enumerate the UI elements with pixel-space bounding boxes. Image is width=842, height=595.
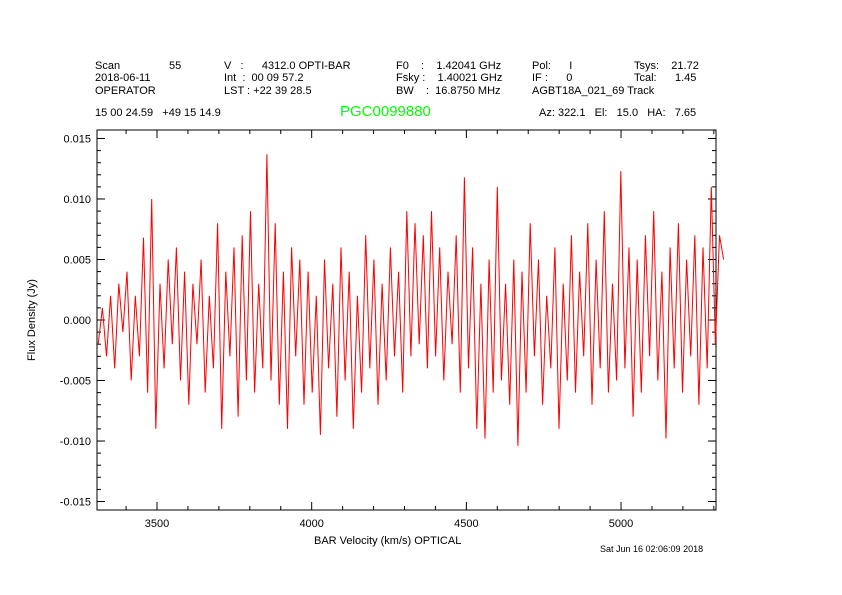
plot-timestamp: Sat Jun 16 02:06:09 2018 xyxy=(600,544,704,554)
az-el-ha: Az: 322.1 El: 15.0 HA: 7.65 xyxy=(539,107,697,119)
x-axis-label: BAR Velocity (km/s) OPTICAL xyxy=(314,535,462,547)
integration-time: Int : 00 09 57.2 xyxy=(224,72,304,84)
velocity: V : 4312.0 OPTI-BAR xyxy=(224,60,351,72)
y-tick-label: 0.005 xyxy=(63,254,91,266)
polarization: Pol: I xyxy=(532,60,573,72)
x-tick-label: 4000 xyxy=(299,518,323,530)
project-id: AGBT18A_021_69 Track xyxy=(532,85,655,97)
y-tick-label: 0.015 xyxy=(63,133,91,145)
observer: OPERATOR xyxy=(95,85,156,97)
rest-frequency: F0 : 1.42041 GHz xyxy=(396,60,502,72)
obs-date: 2018-06-11 xyxy=(95,72,151,84)
scan-label: Scan xyxy=(95,60,121,72)
x-tick-label: 5000 xyxy=(609,518,633,530)
source-coordinates: 15 00 24.59 +49 15 14.9 xyxy=(95,107,221,119)
spectrum-line xyxy=(97,154,725,446)
if-number: IF : 0 xyxy=(532,72,573,84)
x-tick-label: 4500 xyxy=(454,518,478,530)
plot-frame xyxy=(96,129,717,511)
lst: LST : +22 39 28.5 xyxy=(224,85,312,97)
source-name: PGC0099880 xyxy=(340,103,431,120)
sky-frequency: Fsky : 1.40021 GHz xyxy=(396,72,503,84)
tcal: Tcal: 1.45 xyxy=(634,72,697,84)
y-tick-label: 0.010 xyxy=(63,194,91,206)
y-tick-label: 0.000 xyxy=(63,315,91,327)
bandwidth: BW : 16.8750 MHz xyxy=(396,85,501,97)
x-tick-label: 3500 xyxy=(145,518,169,530)
y-tick-label: -0.015 xyxy=(60,497,91,509)
scan-number: 55 xyxy=(169,60,182,72)
tsys: Tsys: 21.72 xyxy=(634,60,699,72)
y-tick-label: -0.010 xyxy=(60,436,91,448)
y-tick-label: -0.005 xyxy=(60,376,91,388)
